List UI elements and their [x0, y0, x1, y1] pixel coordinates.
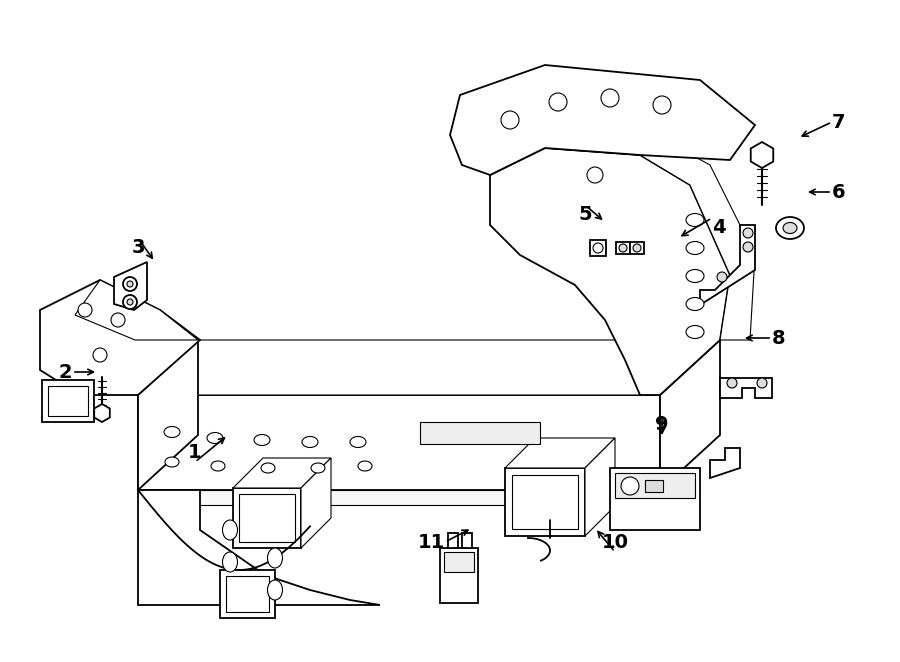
Ellipse shape: [358, 461, 372, 471]
Polygon shape: [233, 458, 331, 488]
Polygon shape: [138, 340, 720, 395]
Circle shape: [593, 243, 603, 253]
Ellipse shape: [222, 552, 238, 572]
Circle shape: [727, 378, 737, 388]
Text: 4: 4: [712, 218, 725, 237]
Polygon shape: [505, 438, 615, 468]
Text: 8: 8: [772, 328, 786, 348]
Circle shape: [756, 149, 768, 161]
Bar: [505, 468, 585, 536]
Ellipse shape: [776, 217, 804, 239]
Circle shape: [123, 277, 137, 291]
Bar: [48, 386, 88, 416]
Polygon shape: [114, 262, 147, 310]
Ellipse shape: [350, 436, 366, 448]
Ellipse shape: [261, 463, 275, 473]
Bar: [226, 576, 269, 612]
Circle shape: [619, 244, 627, 252]
Circle shape: [501, 111, 519, 129]
Text: 11: 11: [418, 532, 445, 551]
Bar: [462, 533, 472, 548]
Bar: [610, 468, 700, 530]
Bar: [645, 480, 663, 492]
Bar: [512, 475, 578, 529]
Bar: [615, 473, 695, 498]
Circle shape: [127, 281, 133, 287]
Bar: [590, 240, 606, 256]
Polygon shape: [545, 128, 755, 340]
Ellipse shape: [211, 461, 225, 471]
Polygon shape: [490, 148, 730, 395]
Ellipse shape: [254, 434, 270, 446]
Bar: [630, 242, 644, 254]
Bar: [440, 548, 478, 603]
Circle shape: [127, 299, 133, 305]
Circle shape: [621, 477, 639, 495]
Ellipse shape: [686, 297, 704, 310]
Circle shape: [743, 228, 753, 238]
Text: 3: 3: [131, 238, 145, 257]
Ellipse shape: [686, 326, 704, 338]
Polygon shape: [138, 490, 660, 505]
Circle shape: [587, 167, 603, 183]
Bar: [220, 570, 275, 618]
Polygon shape: [138, 340, 198, 490]
Circle shape: [633, 244, 641, 252]
Circle shape: [653, 96, 671, 114]
Bar: [448, 533, 458, 548]
Bar: [233, 488, 301, 548]
Bar: [42, 380, 94, 422]
Ellipse shape: [165, 457, 179, 467]
Ellipse shape: [783, 222, 797, 234]
Circle shape: [757, 378, 767, 388]
Ellipse shape: [267, 548, 283, 568]
Text: 9: 9: [655, 415, 669, 434]
Polygon shape: [450, 65, 755, 175]
Polygon shape: [720, 378, 772, 398]
Circle shape: [93, 348, 107, 362]
Ellipse shape: [686, 269, 704, 283]
Text: 6: 6: [832, 183, 846, 201]
Bar: [616, 242, 630, 254]
Polygon shape: [75, 280, 198, 340]
Ellipse shape: [311, 463, 325, 473]
Circle shape: [78, 303, 92, 317]
Polygon shape: [710, 448, 740, 478]
Ellipse shape: [302, 436, 318, 448]
Text: 7: 7: [832, 113, 845, 132]
Circle shape: [123, 295, 137, 309]
Text: 10: 10: [601, 533, 628, 552]
Text: 5: 5: [578, 205, 592, 224]
Circle shape: [111, 313, 125, 327]
Ellipse shape: [267, 580, 283, 600]
Polygon shape: [660, 340, 720, 490]
Circle shape: [601, 89, 619, 107]
Circle shape: [549, 93, 567, 111]
Text: 1: 1: [188, 443, 202, 462]
Bar: [420, 422, 540, 444]
Ellipse shape: [222, 520, 238, 540]
Polygon shape: [585, 438, 615, 536]
Bar: [239, 494, 295, 542]
Polygon shape: [138, 490, 380, 605]
Polygon shape: [700, 225, 755, 305]
Ellipse shape: [207, 432, 223, 444]
Ellipse shape: [686, 214, 704, 226]
Text: 2: 2: [58, 363, 72, 381]
Bar: [444, 552, 474, 572]
Polygon shape: [138, 395, 660, 490]
Ellipse shape: [164, 426, 180, 438]
Circle shape: [717, 272, 727, 282]
Polygon shape: [301, 458, 331, 548]
Polygon shape: [40, 280, 200, 395]
Ellipse shape: [686, 242, 704, 254]
Circle shape: [743, 242, 753, 252]
